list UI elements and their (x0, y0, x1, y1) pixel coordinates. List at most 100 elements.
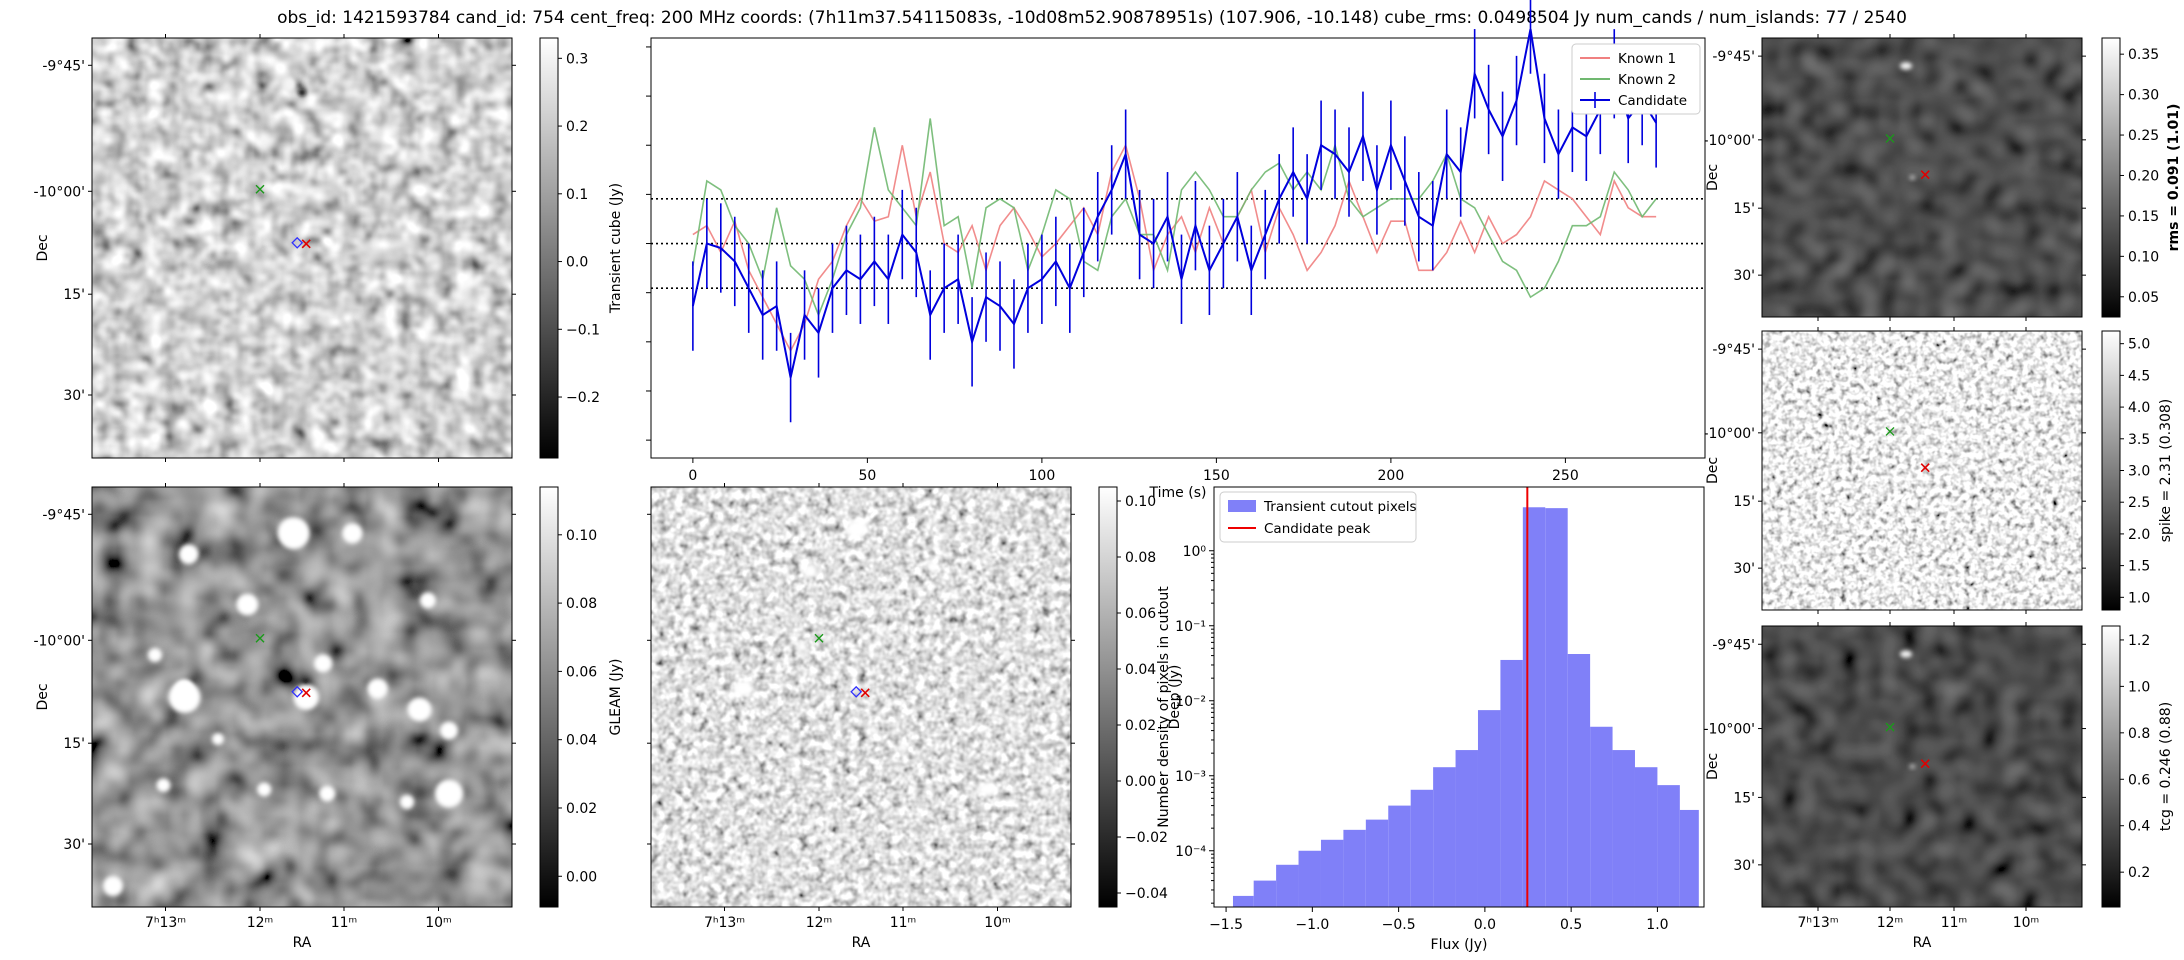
tcg-dec-label: 30' (1733, 858, 1755, 874)
histogram-bar (1522, 507, 1546, 907)
spike-dec-label: -9°45' (1712, 342, 1755, 358)
gleam-cbar-tick-label: 0.02 (566, 801, 597, 817)
histogram-ytick-label: 10⁻⁴ (1175, 844, 1206, 860)
spike-cbar-tick-label: 1.5 (2128, 559, 2150, 575)
tcg-source-0 (1899, 650, 1913, 658)
transient-source-0 (282, 76, 297, 93)
histogram-xtick-label: 0.5 (1560, 917, 1582, 933)
deep-cbar-tick-label: −0.02 (1125, 830, 1168, 846)
histogram-bar (1477, 710, 1501, 907)
tcg-dec-label: -9°45' (1712, 637, 1755, 653)
histogram-legend-label: Candidate peak (1264, 521, 1370, 537)
spike-cbar-tick-label: 3.0 (2128, 464, 2150, 480)
transient-known-marker (255, 184, 265, 194)
histogram-legend-swatch (1228, 500, 1256, 512)
gleam-source-18 (257, 782, 272, 797)
histogram-ytick-label: 10⁰ (1183, 544, 1207, 560)
deep-source-2 (926, 560, 939, 573)
spike-cbar-tick-label: 3.5 (2128, 432, 2150, 448)
deep-source-8 (1012, 579, 1021, 588)
transient-image-noise (92, 38, 512, 458)
figure-title: obs_id: 1421593784 cand_id: 754 cent_fre… (277, 8, 1907, 28)
deep-candidate-marker (860, 688, 870, 698)
rms-cbar-tick-label: 0.25 (2128, 128, 2159, 144)
spike-candidate-marker (1920, 463, 1930, 473)
rms-candidate-marker (1920, 170, 1930, 180)
rms-cbar-tick-label: 0.10 (2128, 249, 2159, 265)
histogram-ytick-label: 10⁻² (1175, 694, 1206, 710)
gleam-cbar-tick-label: 0.00 (566, 869, 597, 885)
histogram-legend-label: Transient cutout pixels (1263, 499, 1417, 515)
tcg-dec-axis-label: Dec (1705, 753, 1721, 780)
deep-source-3 (797, 641, 808, 652)
gleam-source-11 (293, 684, 320, 710)
deep-source-10 (978, 782, 996, 797)
gleam-source-20 (212, 733, 224, 745)
rms-dec-label: 30' (1733, 268, 1755, 284)
histogram-xtick-label: −0.5 (1382, 917, 1416, 933)
gleam-cbar-tick-label: 0.04 (566, 733, 597, 749)
lightcurve-xtick-label: 50 (858, 468, 876, 484)
lightcurve-frame (650, 37, 1706, 459)
deep-ra-label: 10ᵐ (984, 915, 1011, 931)
gleam-cbar-tick-label: 0.06 (566, 664, 597, 680)
transient-cbar-tick-label: 0.3 (566, 51, 588, 67)
lightcurve-xlabel: Time (s) (1149, 485, 1207, 501)
lightcurve-legend-label: Candidate (1618, 93, 1687, 109)
deep-source-5 (733, 680, 754, 697)
rms-frame (1761, 37, 2083, 318)
gleam-dec-label: -10°00' (33, 633, 85, 649)
tcg-dec-label: -10°00' (1703, 722, 1755, 738)
gleam-frame (91, 486, 513, 908)
spike-cbar-tick-label: 4.0 (2128, 400, 2150, 416)
gleam-source-1 (178, 544, 199, 565)
gleam-source-15 (400, 795, 414, 809)
histogram-xtick-label: −1.5 (1209, 917, 1243, 933)
tcg-ra-label: 10ᵐ (2013, 915, 2040, 931)
gleam-source-2 (342, 523, 363, 544)
transient-dec-axis-label: Dec (35, 234, 51, 261)
transient-cbar-label: Transient cube (Jy) (608, 183, 624, 314)
histogram-bar (1500, 659, 1523, 907)
histogram-bar (1679, 809, 1699, 907)
tcg-cbar-tick-label: 0.4 (2128, 819, 2150, 835)
gleam-cbar-tick-label: 0.08 (566, 596, 597, 612)
tcg-cbar-label: tcg = 0.246 (0.88) (2158, 702, 2174, 831)
deep-ra-axis-label: RA (852, 935, 871, 951)
lightcurve-xtick-label: 0 (688, 468, 697, 484)
gleam-dec-axis-label: Dec (35, 683, 51, 710)
tcg-cbar-tick-label: 0.6 (2128, 772, 2150, 788)
tcg-colorbar (2101, 625, 2121, 908)
deep-ra-label: 11ᵐ (890, 915, 917, 931)
transient-colorbar (539, 37, 559, 459)
transient-cbar-tick-label: 0.0 (566, 255, 588, 271)
gleam-known-marker (255, 633, 265, 643)
gleam-source-8 (367, 678, 388, 699)
transient-cbar-tick-label: 0.2 (566, 119, 588, 135)
deep-source-11 (869, 726, 878, 735)
lightcurve-series-1 (692, 118, 1657, 318)
transient-source-1 (298, 88, 306, 97)
deep-source-7 (709, 620, 719, 631)
deep-source-6 (878, 625, 886, 634)
histogram-ytick-label: 10⁻¹ (1175, 619, 1206, 635)
deep-source-9 (1004, 651, 1012, 659)
lightcurve-xtick-label: 150 (1203, 468, 1230, 484)
histogram-xtick-label: 1.0 (1646, 917, 1668, 933)
gleam-cbar-label: GLEAM (Jy) (608, 659, 624, 736)
histogram-bar (1433, 767, 1456, 907)
transient-frame (91, 37, 513, 459)
rms-dec-label: 15' (1733, 201, 1755, 217)
histogram-bar (1365, 819, 1389, 907)
deep-cbar-tick-label: 0.04 (1125, 662, 1156, 678)
histogram-bar (1388, 805, 1411, 907)
rms-cbar-label: rms = 0.091 (1.01) (2166, 104, 2182, 252)
tcg-ra-axis-label: RA (1913, 935, 1932, 951)
rms-colorbar (2101, 37, 2121, 318)
transient-cbar-tick-label: −0.1 (566, 322, 600, 338)
deep-cbar-tick-label: 0.00 (1125, 774, 1156, 790)
spike-cbar-label: spike = 2.31 (0.308) (2158, 399, 2174, 543)
gleam-source-13 (440, 721, 458, 740)
histogram-bar (1276, 864, 1299, 907)
